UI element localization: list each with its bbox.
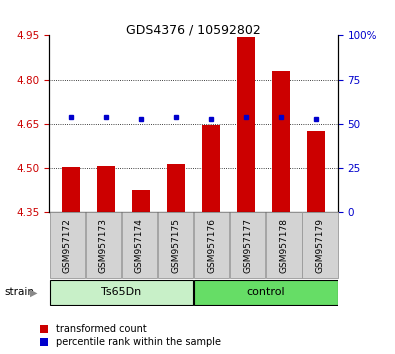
Text: strain: strain <box>4 287 34 297</box>
Bar <box>307 131 325 212</box>
Text: GSM957176: GSM957176 <box>207 218 216 273</box>
FancyBboxPatch shape <box>230 212 265 278</box>
FancyBboxPatch shape <box>302 212 338 278</box>
Bar <box>62 167 80 212</box>
Text: GSM957175: GSM957175 <box>171 218 180 273</box>
Text: ▶: ▶ <box>30 287 37 297</box>
FancyBboxPatch shape <box>194 212 229 278</box>
FancyBboxPatch shape <box>49 212 85 278</box>
Text: GSM957173: GSM957173 <box>99 218 108 273</box>
Text: GSM957177: GSM957177 <box>243 218 252 273</box>
FancyBboxPatch shape <box>194 280 338 305</box>
Bar <box>98 166 115 212</box>
Bar <box>167 164 185 212</box>
Bar <box>132 190 150 212</box>
Text: GDS4376 / 10592802: GDS4376 / 10592802 <box>126 23 261 36</box>
Text: Ts65Dn: Ts65Dn <box>102 287 141 297</box>
FancyBboxPatch shape <box>266 212 301 278</box>
Bar <box>237 37 255 212</box>
Text: GSM957172: GSM957172 <box>63 218 72 273</box>
Text: GSM957174: GSM957174 <box>135 218 144 273</box>
Bar <box>272 71 290 212</box>
FancyBboxPatch shape <box>49 280 194 305</box>
FancyBboxPatch shape <box>122 212 157 278</box>
FancyBboxPatch shape <box>86 212 121 278</box>
FancyBboxPatch shape <box>158 212 194 278</box>
Text: GSM957179: GSM957179 <box>315 218 324 273</box>
Text: GSM957178: GSM957178 <box>279 218 288 273</box>
Legend: transformed count, percentile rank within the sample: transformed count, percentile rank withi… <box>40 325 221 347</box>
Bar <box>202 125 220 212</box>
Text: control: control <box>246 287 285 297</box>
